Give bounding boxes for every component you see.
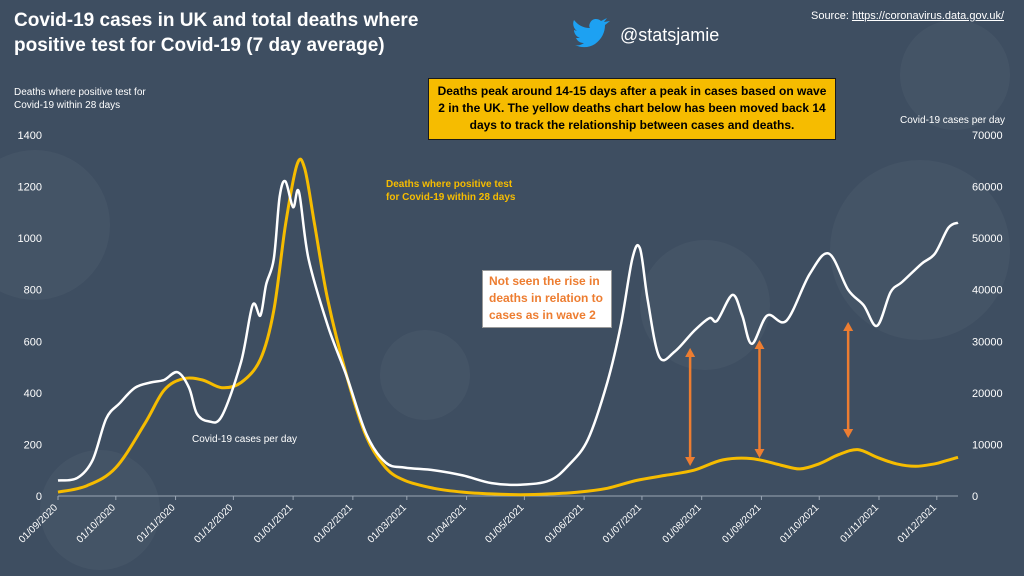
right-tick-label: 30000 bbox=[972, 336, 1003, 348]
x-tick-label: 01/12/2020 bbox=[192, 502, 235, 545]
x-tick-label: 01/05/2021 bbox=[483, 502, 526, 545]
x-tick-label: 01/10/2021 bbox=[778, 502, 821, 545]
right-tick-label: 10000 bbox=[972, 439, 1003, 451]
gap-arrow-head bbox=[843, 429, 854, 438]
x-tick-label: 01/06/2021 bbox=[543, 502, 586, 545]
left-tick-label: 1200 bbox=[18, 182, 42, 194]
right-tick-label: 40000 bbox=[972, 285, 1003, 297]
x-tick-label: 01/12/2021 bbox=[896, 502, 939, 545]
deaths-series-annotation: for Covid-19 within 28 days bbox=[386, 192, 516, 203]
x-tick-label: 01/10/2020 bbox=[75, 502, 118, 545]
right-tick-label: 60000 bbox=[972, 182, 1003, 194]
right-tick-label: 20000 bbox=[972, 388, 1003, 400]
x-tick-label: 01/02/2021 bbox=[312, 502, 355, 545]
cases-series-line bbox=[57, 179, 959, 487]
cases-series-annotation: Covid-19 cases per day bbox=[192, 434, 297, 445]
x-tick-label: 01/11/2020 bbox=[135, 502, 178, 545]
x-tick-label: 01/09/2021 bbox=[720, 502, 763, 545]
right-tick-label: 0 bbox=[972, 491, 978, 503]
gap-arrow-head bbox=[685, 348, 696, 357]
twitter-handle-block: @statsjamie bbox=[572, 18, 719, 52]
wave-comparison-callout: Not seen the rise in deaths in relation … bbox=[482, 270, 612, 328]
left-tick-label: 0 bbox=[36, 491, 42, 503]
x-tick-label: 01/07/2021 bbox=[601, 502, 644, 545]
right-axis-title: Covid-19 cases per day bbox=[900, 115, 1006, 126]
twitter-bird-icon bbox=[573, 18, 610, 48]
chart-title: Covid-19 cases in UK and total deaths wh… bbox=[14, 10, 419, 56]
left-tick-label: 600 bbox=[24, 336, 42, 348]
x-tick-label: 01/03/2021 bbox=[366, 502, 409, 545]
gap-arrow-head bbox=[685, 457, 696, 466]
source-prefix: Source: bbox=[810, 10, 852, 22]
left-axis-title: Deaths where positive test for Covid-19 … bbox=[14, 87, 146, 111]
x-tick-label: 01/09/2020 bbox=[17, 502, 60, 545]
right-tick-label: 70000 bbox=[972, 130, 1003, 142]
gap-arrow-head bbox=[754, 449, 765, 458]
x-tick-label: 01/04/2021 bbox=[426, 502, 469, 545]
deaths-series-line bbox=[57, 157, 959, 497]
x-tick-label: 01/08/2021 bbox=[661, 502, 704, 545]
gap-arrow-head bbox=[754, 340, 765, 349]
left-tick-label: 400 bbox=[24, 388, 42, 400]
left-tick-label: 1000 bbox=[18, 233, 42, 245]
gap-arrow-head bbox=[843, 322, 854, 331]
source-attribution: Source: https://coronavirus.data.gov.uk/ bbox=[811, 10, 1004, 22]
left-tick-label: 200 bbox=[24, 439, 42, 451]
source-link[interactable]: https://coronavirus.data.gov.uk/ bbox=[851, 10, 1004, 22]
x-tick-label: 01/01/2021 bbox=[252, 502, 295, 545]
left-tick-label: 1400 bbox=[18, 130, 42, 142]
twitter-handle: @statsjamie bbox=[620, 24, 720, 45]
right-tick-label: 50000 bbox=[972, 233, 1003, 245]
left-tick-label: 800 bbox=[24, 285, 42, 297]
deaths-series-annotation: Deaths where positive test bbox=[386, 179, 513, 190]
x-tick-label: 01/11/2021 bbox=[838, 502, 881, 545]
deaths-lag-callout: Deaths peak around 14-15 days after a pe… bbox=[428, 78, 836, 140]
